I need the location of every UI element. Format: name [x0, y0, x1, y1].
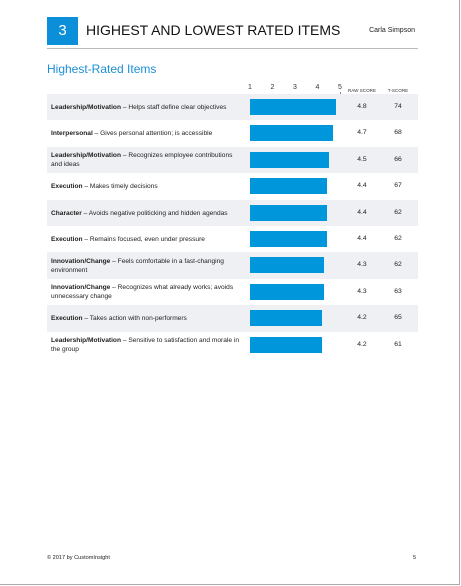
- row-background: [47, 146, 418, 174]
- t-score: 65: [394, 314, 402, 322]
- raw-score: 4.3: [357, 261, 367, 269]
- item-description: Execution – Remains focused, even under …: [51, 230, 241, 250]
- item-detail: – Avoids negative politicking and hidden…: [81, 209, 228, 217]
- item-description: Leadership/Motivation – Sensitive to sat…: [51, 336, 241, 356]
- item-detail: – Recognizes what already works; avoids …: [51, 284, 234, 300]
- column-header: T-SCORE: [387, 88, 409, 93]
- item-text: Interpersonal – Gives personal attention…: [51, 130, 212, 139]
- score-bar: [250, 283, 325, 300]
- row-background: [47, 252, 418, 279]
- scale-tick-label: 1: [248, 84, 252, 91]
- scale-tick-label: 5: [338, 84, 342, 91]
- item-text: Leadership/Motivation – Sensitive to sat…: [51, 337, 241, 354]
- row-background: [47, 94, 418, 121]
- t-score: 62: [394, 261, 402, 269]
- item-detail: – Helps staff define clear objectives: [120, 103, 227, 111]
- column-header: RAW SCORE: [347, 88, 377, 93]
- raw-score: 4.8: [357, 103, 367, 110]
- copyright: © 2017 by CustomInsight: [47, 555, 110, 561]
- item-detail: – Takes action with non-performers: [82, 315, 187, 323]
- item-detail: – Remains focused, even under pressure: [82, 235, 205, 243]
- item-category: Execution: [51, 315, 83, 323]
- t-score: 67: [394, 182, 402, 190]
- item-category: Interpersonal: [51, 130, 93, 138]
- scale-tick-label: 2: [270, 84, 275, 91]
- t-score: 66: [394, 155, 402, 163]
- item-category: Character: [51, 209, 82, 217]
- row-background: [47, 331, 418, 358]
- raw-score: 4.2: [357, 340, 367, 348]
- item-detail: – Gives personal attention; is accessibl…: [92, 130, 213, 138]
- t-score: 74: [394, 103, 402, 110]
- score-bar: [250, 99, 336, 115]
- row-background: [47, 173, 418, 200]
- row-background: [47, 199, 418, 226]
- scale-tick-label: 4: [315, 84, 320, 91]
- item-category: Innovation/Change: [51, 258, 111, 266]
- item-text: Leadership/Motivation – Recognizes emplo…: [51, 152, 241, 169]
- person-name: Carla Simpson: [369, 27, 415, 34]
- score-bar: [250, 125, 334, 142]
- t-score: 61: [394, 340, 402, 348]
- raw-score: 4.5: [357, 155, 367, 163]
- section-title: Highest-Rated Items: [47, 62, 157, 76]
- item-description: Innovation/Change – Recognizes what alre…: [51, 283, 241, 303]
- item-category: Execution: [51, 183, 83, 191]
- item-detail: – Makes timely decisions: [82, 183, 158, 191]
- t-score: 63: [394, 287, 402, 295]
- t-score: 62: [394, 235, 402, 242]
- item-detail: – Feels comfortable in a fast-changing e…: [51, 258, 224, 274]
- item-detail: – Recognizes employee contributions and …: [51, 152, 233, 168]
- raw-score: 4.7: [357, 129, 367, 137]
- item-detail: – Sensitive to satisfaction and morale i…: [51, 337, 240, 353]
- row-background: [47, 305, 418, 332]
- item-description: Innovation/Change – Feels comfortable in…: [51, 256, 241, 276]
- raw-score: 4.2: [357, 314, 367, 322]
- score-bar: [250, 204, 327, 221]
- raw-score: 4.4: [357, 208, 367, 216]
- item-category: Leadership/Motivation: [51, 337, 121, 345]
- score-bar: [250, 257, 325, 274]
- raw-score: 4.4: [357, 235, 367, 242]
- item-description: Leadership/Motivation – Helps staff defi…: [51, 98, 241, 118]
- row-background: [47, 226, 418, 253]
- score-bar: [250, 178, 327, 195]
- item-category: Leadership/Motivation: [51, 103, 121, 111]
- item-description: Character – Avoids negative politicking …: [51, 204, 241, 224]
- item-text: Leadership/Motivation – Helps staff defi…: [51, 104, 226, 113]
- section-number: 3: [47, 17, 78, 45]
- page-title: HIGHEST AND LOWEST RATED ITEMS: [86, 22, 341, 38]
- item-description: Leadership/Motivation – Recognizes emplo…: [51, 151, 241, 171]
- item-description: Interpersonal – Gives personal attention…: [51, 124, 241, 144]
- t-score: 62: [394, 208, 402, 216]
- item-description: Execution – Takes action with non-perfor…: [51, 309, 241, 329]
- item-text: Execution – Takes action with non-perfor…: [51, 315, 187, 324]
- raw-score: 4.3: [357, 287, 367, 295]
- item-category: Innovation/Change: [51, 284, 111, 292]
- item-category: Leadership/Motivation: [51, 152, 121, 160]
- page-number: 5: [413, 555, 417, 561]
- header-rule: [47, 48, 418, 49]
- score-bar: [250, 310, 322, 327]
- item-text: Innovation/Change – Recognizes what alre…: [51, 284, 241, 301]
- item-text: Execution – Makes timely decisions: [51, 183, 158, 192]
- item-text: Execution – Remains focused, even under …: [51, 236, 205, 245]
- score-bar: [250, 151, 329, 168]
- row-background: [47, 120, 418, 147]
- score-bar: [250, 231, 327, 247]
- scale-tick-label: 3: [293, 84, 297, 91]
- item-text: Innovation/Change – Feels comfortable in…: [51, 258, 241, 275]
- item-text: Character – Avoids negative politicking …: [51, 210, 228, 219]
- item-category: Execution: [51, 235, 83, 243]
- t-score: 68: [394, 129, 402, 137]
- row-background: [47, 278, 418, 306]
- score-bar: [250, 336, 322, 353]
- item-description: Execution – Makes timely decisions: [51, 177, 241, 197]
- raw-score: 4.4: [357, 182, 367, 190]
